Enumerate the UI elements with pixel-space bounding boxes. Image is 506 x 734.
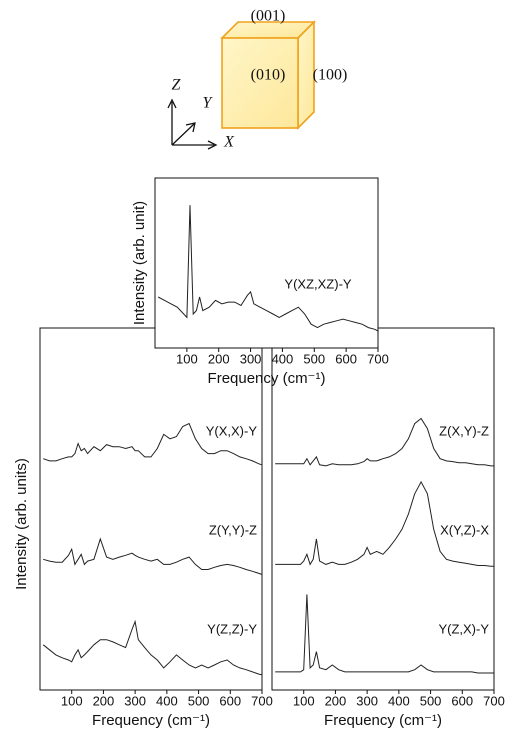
x-tick-label: 100: [61, 693, 83, 708]
y-axis-label: Intensity (arb. units): [13, 458, 30, 590]
x-tick-label: 100: [293, 693, 315, 708]
spectrum: [42, 619, 263, 676]
spectrum-label: Y(XZ,XZ)-Y: [284, 276, 351, 291]
x-axis-label: Frequency (cm⁻¹): [92, 712, 210, 729]
spectrum: [275, 594, 494, 674]
face-label: (010): [251, 67, 286, 84]
z-head: [167, 98, 177, 109]
x-tick-label: 600: [335, 351, 357, 366]
axes-icon: [167, 98, 218, 150]
y-head: [185, 122, 196, 133]
y-arrow: [171, 123, 195, 146]
crystal-side: [297, 20, 315, 130]
x-tick-label: 300: [124, 693, 146, 708]
x-tick-label: 200: [325, 693, 347, 708]
x-tick-label: 500: [188, 693, 210, 708]
x-tick-label: 500: [303, 351, 325, 366]
spectrum: [43, 422, 263, 466]
spectrum: [157, 205, 379, 332]
x-tick-label: 600: [451, 693, 473, 708]
spectrum-label: Y(X,X)-Y: [206, 423, 258, 438]
spectrum-label: Y(Z,X)-Y: [438, 621, 489, 636]
x-tick-label: 300: [240, 351, 262, 366]
spectrum: [43, 537, 263, 575]
axis-letter: Z: [172, 77, 182, 94]
plot-frame: [271, 327, 495, 691]
spectrum-label: Z(Y,Y)-Z: [209, 522, 257, 537]
spectrum: [275, 417, 494, 467]
x-tick-label: 200: [208, 351, 230, 366]
y-axis-label: Intensity (arb. unit): [131, 201, 148, 325]
x-tick-label: 400: [272, 351, 294, 366]
crystal: [220, 20, 316, 130]
crystal-front: [221, 37, 299, 129]
x-tick-label: 100: [176, 351, 198, 366]
face-label: (100): [313, 67, 348, 84]
x-head: [207, 140, 218, 150]
x-tick-label: 300: [356, 693, 378, 708]
axis-letter: X: [223, 134, 235, 151]
face-label: (001): [251, 8, 286, 25]
x-axis-label: Frequency (cm⁻¹): [324, 712, 442, 729]
x-tick-label: 400: [388, 693, 410, 708]
spectrum-label: Y(Z,Z)-Y: [207, 621, 257, 636]
spectrum-label: X(Y,Z)-X: [440, 522, 489, 537]
x-tick-label: 700: [483, 693, 505, 708]
plot-frame: [39, 327, 263, 691]
spectrum: [275, 480, 494, 567]
x-tick-label: 400: [156, 693, 178, 708]
x-tick-label: 700: [251, 693, 273, 708]
x-tick-label: 700: [367, 351, 389, 366]
axis-letter: Y: [203, 95, 214, 112]
x-tick-label: 600: [219, 693, 241, 708]
spectrum-label: Z(X,Y)-Z: [439, 423, 489, 438]
x-axis-label: Frequency (cm⁻¹): [208, 370, 326, 387]
x-tick-label: 200: [93, 693, 115, 708]
x-tick-label: 500: [420, 693, 442, 708]
